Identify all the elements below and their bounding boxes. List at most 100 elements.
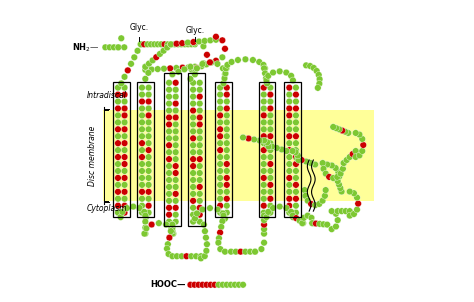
Circle shape — [219, 218, 226, 225]
Circle shape — [173, 100, 179, 107]
Circle shape — [265, 209, 272, 215]
Circle shape — [264, 80, 270, 87]
Circle shape — [324, 161, 330, 168]
Circle shape — [198, 255, 204, 262]
Circle shape — [146, 182, 152, 188]
Circle shape — [286, 182, 292, 188]
Circle shape — [201, 37, 208, 44]
Circle shape — [315, 85, 321, 91]
Circle shape — [166, 211, 173, 218]
Circle shape — [139, 202, 146, 209]
Circle shape — [292, 98, 299, 105]
Circle shape — [267, 105, 273, 112]
Circle shape — [359, 136, 365, 142]
Circle shape — [223, 133, 230, 140]
Circle shape — [146, 188, 152, 195]
Circle shape — [286, 119, 292, 126]
Circle shape — [308, 201, 314, 207]
Circle shape — [303, 62, 310, 69]
Circle shape — [161, 41, 168, 48]
Circle shape — [148, 221, 155, 228]
Circle shape — [115, 154, 121, 160]
Circle shape — [146, 98, 152, 105]
Circle shape — [179, 64, 186, 71]
Circle shape — [137, 205, 143, 211]
Circle shape — [223, 168, 230, 174]
Circle shape — [354, 206, 360, 213]
Circle shape — [286, 105, 292, 112]
Circle shape — [149, 57, 156, 64]
Circle shape — [334, 178, 341, 184]
Circle shape — [267, 188, 273, 195]
Circle shape — [196, 128, 203, 135]
Circle shape — [166, 135, 173, 142]
Circle shape — [202, 234, 209, 241]
Circle shape — [215, 281, 222, 288]
Circle shape — [139, 98, 146, 105]
Circle shape — [300, 220, 307, 226]
Circle shape — [166, 114, 173, 121]
Circle shape — [224, 281, 230, 288]
Circle shape — [223, 182, 230, 188]
Circle shape — [139, 175, 146, 181]
Circle shape — [346, 188, 353, 195]
Circle shape — [267, 161, 273, 167]
Circle shape — [217, 140, 223, 146]
Circle shape — [265, 72, 272, 79]
Circle shape — [121, 74, 128, 80]
Circle shape — [292, 175, 299, 181]
Circle shape — [334, 174, 340, 180]
Circle shape — [142, 76, 149, 82]
Circle shape — [338, 208, 345, 214]
Circle shape — [276, 68, 283, 75]
Circle shape — [286, 154, 292, 160]
Circle shape — [223, 140, 230, 146]
Circle shape — [340, 160, 347, 166]
Circle shape — [173, 107, 179, 114]
Circle shape — [345, 130, 352, 136]
Circle shape — [258, 246, 264, 252]
Circle shape — [190, 93, 196, 100]
Circle shape — [292, 161, 299, 167]
Circle shape — [290, 214, 296, 220]
Circle shape — [196, 86, 203, 93]
Circle shape — [199, 61, 206, 67]
Circle shape — [260, 140, 267, 146]
Circle shape — [324, 221, 330, 228]
Circle shape — [316, 201, 322, 207]
Circle shape — [217, 133, 223, 140]
Circle shape — [173, 128, 179, 135]
Circle shape — [292, 188, 299, 195]
Circle shape — [115, 168, 121, 174]
Circle shape — [223, 147, 230, 153]
Circle shape — [237, 249, 244, 255]
Circle shape — [166, 142, 173, 149]
Circle shape — [319, 160, 326, 166]
Circle shape — [163, 221, 169, 228]
Circle shape — [121, 182, 128, 188]
Circle shape — [260, 84, 267, 91]
Circle shape — [190, 114, 196, 121]
Circle shape — [121, 44, 128, 51]
Circle shape — [320, 221, 327, 228]
Circle shape — [217, 119, 223, 126]
Circle shape — [121, 140, 128, 146]
Circle shape — [191, 41, 198, 48]
Circle shape — [196, 149, 203, 156]
Circle shape — [121, 202, 128, 209]
Circle shape — [190, 86, 196, 93]
Circle shape — [203, 248, 210, 254]
Circle shape — [267, 91, 273, 98]
Circle shape — [137, 41, 144, 48]
Circle shape — [217, 168, 223, 174]
Circle shape — [286, 168, 292, 174]
Circle shape — [288, 72, 294, 79]
Circle shape — [139, 133, 146, 140]
Circle shape — [261, 137, 267, 144]
Circle shape — [260, 147, 267, 153]
Circle shape — [146, 60, 152, 67]
Circle shape — [262, 70, 268, 77]
Circle shape — [199, 281, 206, 288]
Circle shape — [335, 169, 342, 175]
Circle shape — [328, 208, 335, 214]
